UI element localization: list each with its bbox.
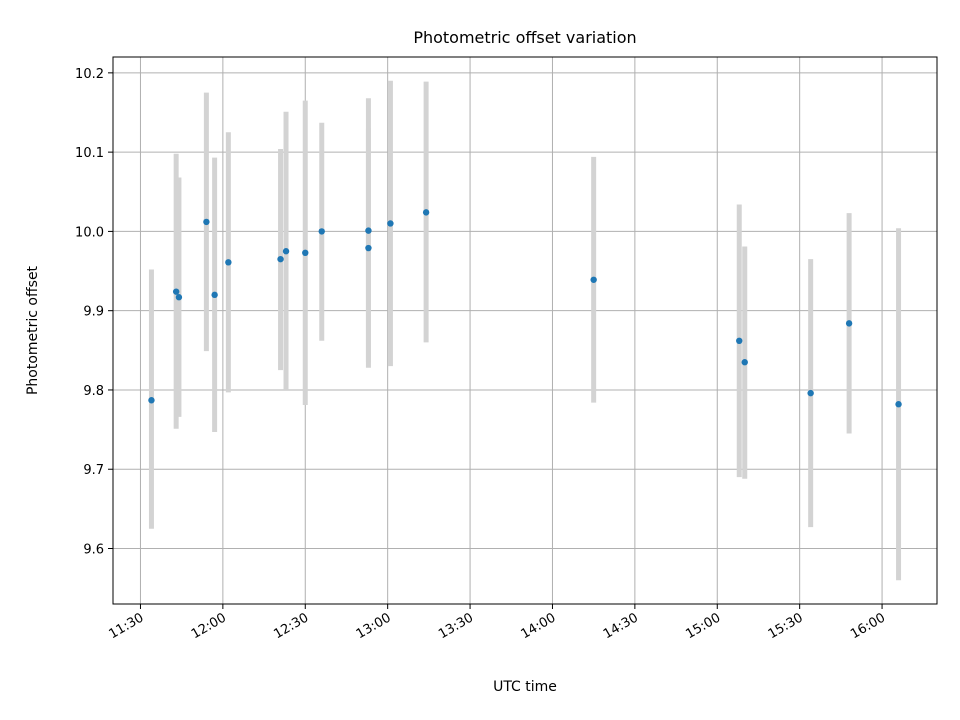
- x-tick-label: 16:00: [848, 610, 888, 642]
- data-point: [172, 288, 180, 295]
- y-axis-label: Photometric offset: [25, 265, 41, 395]
- y-tick-label: 9.6: [83, 543, 104, 558]
- data-point: [365, 227, 372, 234]
- data-point: [736, 337, 743, 345]
- data-point: [807, 389, 814, 397]
- chart-title: Photometric offset variation: [413, 28, 636, 47]
- data-point: [175, 294, 183, 301]
- x-axis-label: UTC time: [493, 679, 557, 695]
- data-point: [148, 397, 155, 404]
- data-point: [422, 209, 430, 216]
- data-point: [277, 255, 284, 263]
- x-tick-label: 15:00: [683, 610, 723, 642]
- errorbars: [148, 80, 902, 581]
- x-tick-label: 14:00: [519, 610, 559, 642]
- y-tick-label: 9.7: [83, 463, 104, 478]
- y-tick-label: 9.8: [83, 384, 104, 399]
- data-point: [590, 276, 597, 283]
- data-point: [387, 220, 394, 227]
- x-tick-label: 13:30: [436, 610, 476, 642]
- plot-frame: [112, 56, 938, 605]
- ticks: 11:30 12:00 12:30 13:00 13:30 14:00 14:30 15:00…: [75, 67, 888, 642]
- data-point: [282, 248, 290, 255]
- data-point: [302, 249, 309, 257]
- data-point: [225, 259, 232, 266]
- data-point: [845, 320, 853, 327]
- data-point: [318, 228, 325, 235]
- data-point: [203, 218, 210, 226]
- x-tick-label: 12:00: [189, 610, 229, 642]
- x-tick-label: 11:30: [107, 610, 147, 642]
- grid: [113, 57, 937, 604]
- y-tick-label: 10.1: [75, 146, 104, 161]
- x-tick-label: 12:30: [271, 610, 311, 642]
- y-tick-label: 9.9: [83, 305, 104, 320]
- y-tick-label: 10.2: [75, 67, 104, 82]
- y-tick-label: 10.0: [75, 225, 104, 240]
- data-point: [365, 244, 372, 252]
- x-tick-label: 13:00: [354, 610, 394, 642]
- x-tick-label: 15:30: [766, 610, 806, 642]
- data-point: [211, 291, 218, 299]
- data-point: [895, 401, 902, 408]
- x-tick-label: 14:30: [601, 610, 641, 642]
- data-points: [148, 209, 902, 408]
- data-point: [741, 359, 748, 366]
